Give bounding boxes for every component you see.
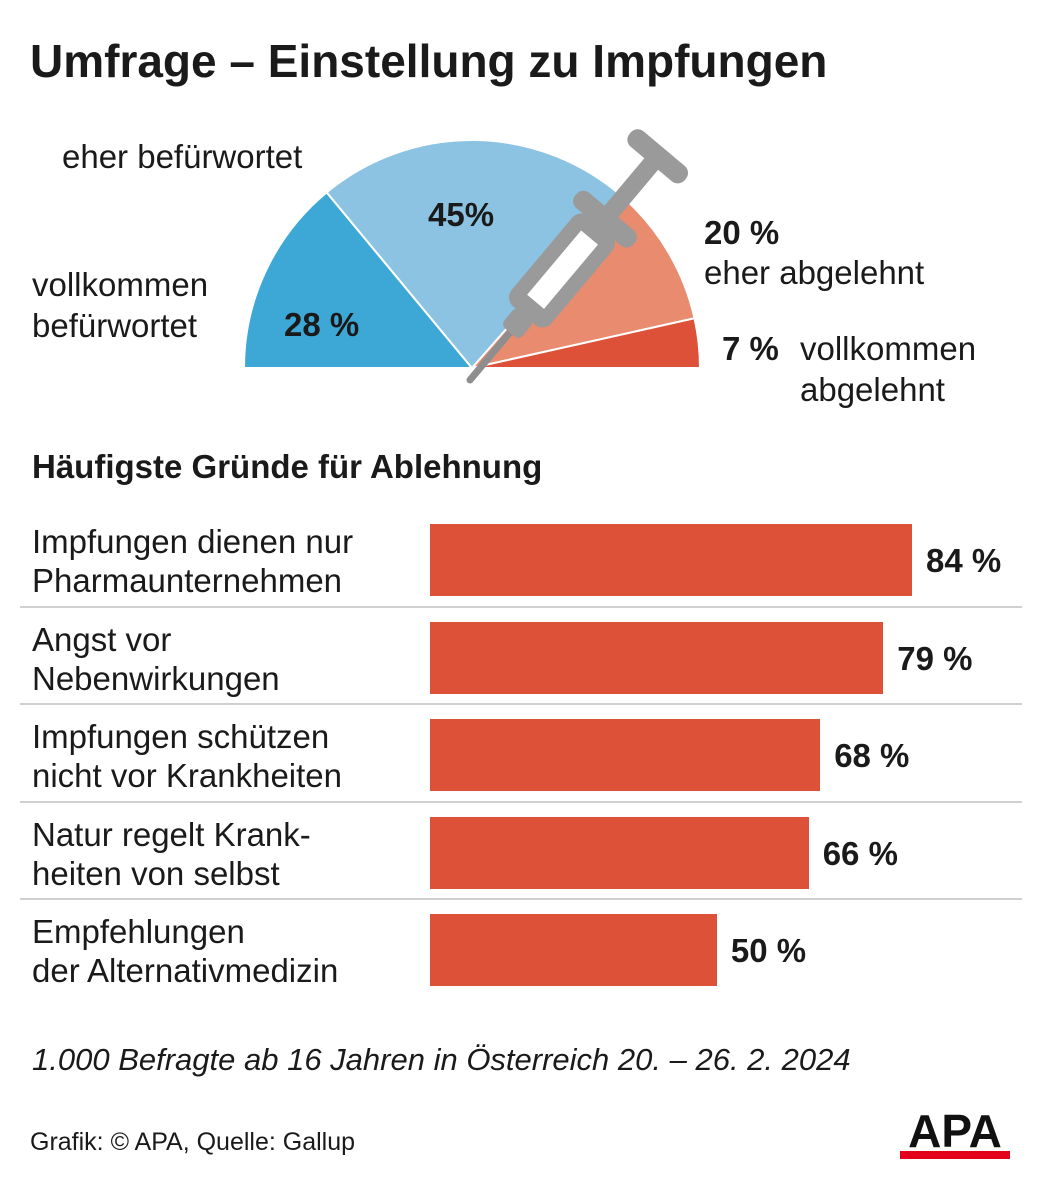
bar [430, 524, 912, 596]
footnote: 1.000 Befragte ab 16 Jahren in Österreic… [32, 1042, 851, 1077]
pie-slice-eher-befuerwortet [325, 139, 625, 370]
svg-text:APA: APA [908, 1108, 1002, 1157]
pie-label-eher-befuerwortet: eher befürwortet [62, 138, 303, 175]
bar-value-label: 68 % [834, 737, 910, 774]
bar-value-label: 84 % [926, 542, 1002, 579]
bar-value-label: 66 % [822, 834, 898, 872]
pie-slice-vollkommen-befuerwortet [242, 190, 475, 369]
bar-value-label: 50 % [730, 932, 807, 969]
bar-value-label: 79 % [897, 639, 973, 677]
row-divider [20, 800, 1022, 803]
apa-logo: APA [900, 1108, 1010, 1159]
source-credit: Grafik: © APA, Quelle: Gallup [30, 1128, 356, 1156]
bar [430, 816, 809, 889]
bar-category-label: Angst vor Nebenwirkungen [32, 620, 280, 697]
bar-category-label: Empfehlungen der Alternativmedizin [32, 913, 339, 989]
pie-slice-vollkommen-abgelehnt [471, 317, 702, 369]
bar [430, 914, 717, 986]
pie-label-eher-abgelehnt: eher abgelehnt [704, 254, 925, 291]
bar [430, 621, 884, 694]
row-divider [20, 898, 1022, 900]
syringe-icon [466, 129, 689, 384]
bar-category-label: Impfungen dienen nur Pharmaunternehmen [32, 523, 354, 599]
row-divider [20, 703, 1022, 705]
pie-value-eher-abgelehnt: 20 % [704, 214, 780, 251]
pie-value-vollkommen-befuerwortet: 28 % [284, 306, 360, 343]
half-pie-chart [242, 129, 702, 384]
pie-value-vollkommen-abgelehnt: 7 % [722, 330, 779, 367]
pie-label-vollkommen-abgelehnt: vollkommen abgelehnt [800, 330, 977, 408]
pie-value-eher-befuerwortet: 45% [428, 196, 495, 233]
bar-category-label: Impfungen schützen nicht vor Krankheiten [32, 718, 343, 794]
pie-label-vollkommen-befuerwortet: vollkommen befürwortet [32, 266, 209, 344]
bar [430, 719, 821, 791]
row-divider [20, 605, 1022, 608]
bar-category-label: Natur regelt Krank- heiten von selbst [32, 815, 311, 892]
bars-title: Häufigste Gründe für Ablehnung [32, 448, 543, 485]
chart-title: Umfrage – Einstellung zu Impfungen [30, 35, 828, 87]
